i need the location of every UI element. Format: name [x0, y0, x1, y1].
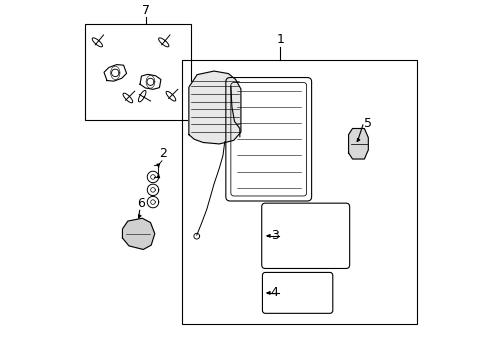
Bar — [84, 24, 190, 120]
Text: 5: 5 — [363, 117, 371, 130]
Text: 1: 1 — [276, 33, 284, 46]
Bar — [182, 60, 416, 324]
Text: 2: 2 — [159, 147, 166, 160]
Polygon shape — [122, 218, 155, 249]
Polygon shape — [348, 129, 367, 159]
Polygon shape — [188, 71, 241, 144]
Text: 4: 4 — [270, 287, 278, 300]
Text: 3: 3 — [270, 229, 278, 242]
Text: 6: 6 — [137, 197, 145, 210]
Text: 7: 7 — [142, 4, 149, 17]
